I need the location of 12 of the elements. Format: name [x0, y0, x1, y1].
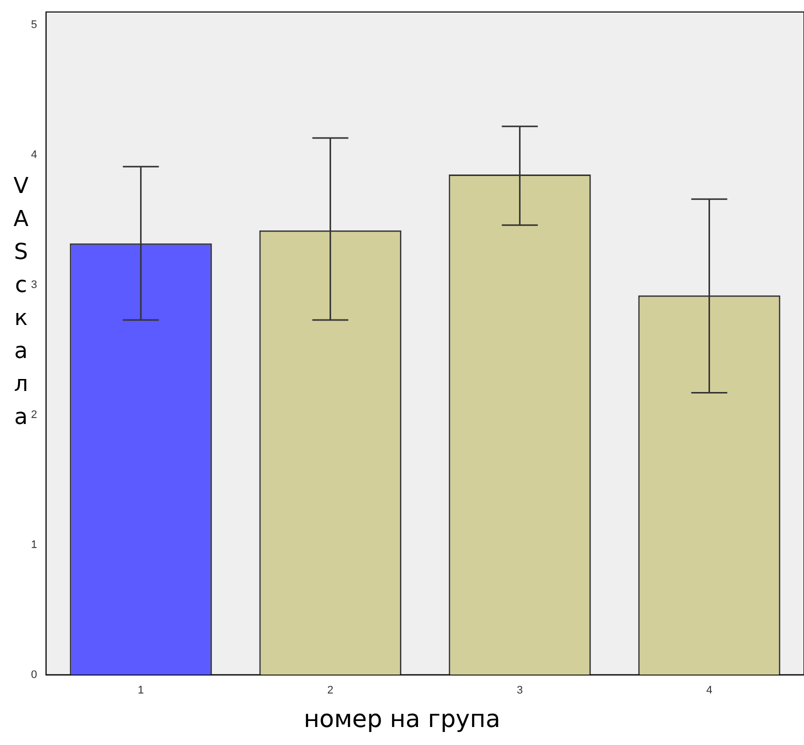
y-tick-label: 2	[30, 408, 38, 421]
x-axis-title: номер на група	[302, 705, 502, 733]
y-tick-label: 0	[30, 668, 38, 681]
y-tick-label: 4	[30, 148, 38, 161]
x-tick-label: 4	[706, 684, 712, 696]
x-tick-label: 1	[138, 684, 144, 696]
y-tick-label: 5	[30, 19, 38, 32]
y-tick-label: 1	[30, 538, 38, 551]
y-axis-title: VAS скала	[12, 173, 30, 432]
x-tick-label: 2	[327, 684, 334, 696]
x-tick-label: 3	[516, 684, 523, 696]
y-tick-label: 3	[30, 278, 38, 291]
